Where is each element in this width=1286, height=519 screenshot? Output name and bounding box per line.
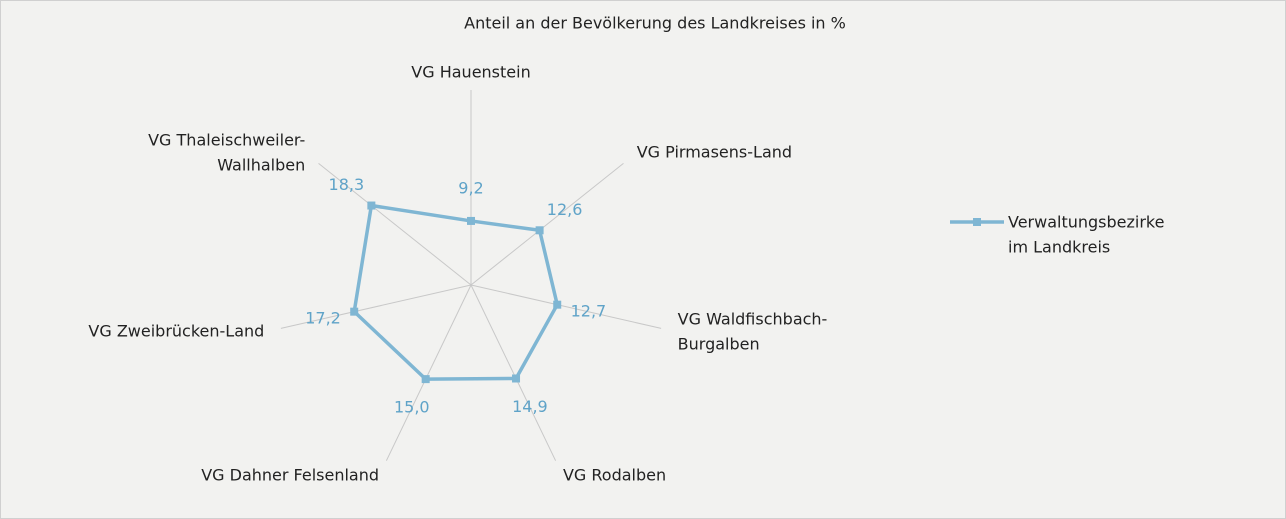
axis-label: VG Pirmasens-Land bbox=[637, 142, 792, 161]
series-line bbox=[352, 203, 559, 381]
axis-line bbox=[280, 284, 472, 329]
axis-label: VG Thaleischweiler-Wallhalben bbox=[148, 130, 305, 174]
value-label: 14,9 bbox=[512, 397, 548, 416]
value-label: 17,2 bbox=[305, 308, 341, 327]
axis-line bbox=[385, 284, 472, 461]
axis-line bbox=[318, 163, 472, 286]
axis-label: VG Rodalben bbox=[563, 466, 666, 485]
value-label: 12,7 bbox=[571, 301, 607, 320]
value-label: 12,6 bbox=[547, 200, 583, 219]
data-point bbox=[512, 374, 521, 383]
axis-line bbox=[470, 284, 662, 329]
legend-label: Verwaltungsbezirke im Landkreis bbox=[1008, 212, 1164, 256]
data-point bbox=[553, 300, 562, 309]
axis-label: VG Waldfischbach-Burgalben bbox=[678, 309, 828, 353]
axis-label: VG Zweibrücken-Land bbox=[88, 322, 264, 341]
chart-title: Anteil an der Bevölkerung des Landkreise… bbox=[464, 14, 846, 33]
data-point bbox=[350, 307, 359, 316]
value-label: 15,0 bbox=[394, 397, 430, 416]
data-point bbox=[467, 216, 475, 225]
axis-line bbox=[470, 163, 624, 286]
data-point bbox=[421, 375, 430, 384]
value-label: 18,3 bbox=[329, 175, 365, 194]
axis-label: VG Hauenstein bbox=[411, 63, 530, 82]
data-point bbox=[535, 226, 544, 235]
value-label: 9,2 bbox=[458, 178, 483, 197]
axis-line bbox=[470, 284, 557, 461]
legend-marker bbox=[973, 218, 981, 226]
data-point bbox=[367, 201, 376, 210]
axis-label: VG Dahner Felsenland bbox=[201, 466, 379, 485]
